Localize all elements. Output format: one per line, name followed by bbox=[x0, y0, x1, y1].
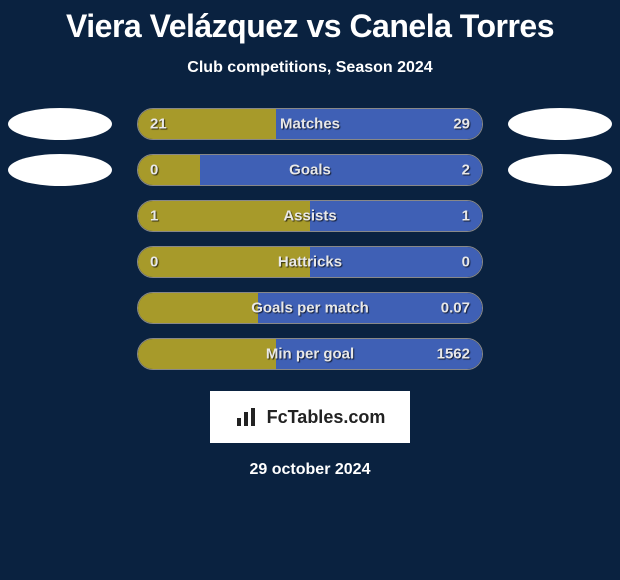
bar-right bbox=[310, 201, 482, 231]
bar-track: 00Hattricks bbox=[137, 246, 483, 278]
subtitle: Club competitions, Season 2024 bbox=[0, 59, 620, 77]
bar-track: 0.07Goals per match bbox=[137, 292, 483, 324]
stat-row: 02Goals bbox=[0, 147, 620, 193]
bar-right bbox=[200, 155, 482, 185]
bar-left bbox=[138, 339, 276, 369]
stat-row: 1562Min per goal bbox=[0, 331, 620, 377]
logo-text: FcTables.com bbox=[267, 407, 386, 428]
bar-right bbox=[258, 293, 482, 323]
stat-row: 2129Matches bbox=[0, 101, 620, 147]
bar-left bbox=[138, 247, 310, 277]
bar-track: 1562Min per goal bbox=[137, 338, 483, 370]
bar-right bbox=[276, 339, 482, 369]
bar-right bbox=[310, 247, 482, 277]
date-text: 29 october 2024 bbox=[0, 461, 620, 479]
stat-row: 0.07Goals per match bbox=[0, 285, 620, 331]
bar-left bbox=[138, 201, 310, 231]
player-avatar-left bbox=[8, 108, 112, 140]
player-avatar-left bbox=[8, 154, 112, 186]
bar-track: 11Assists bbox=[137, 200, 483, 232]
page-title: Viera Velázquez vs Canela Torres bbox=[0, 0, 620, 45]
bars-icon bbox=[235, 406, 261, 428]
bar-right bbox=[276, 109, 482, 139]
bar-left bbox=[138, 109, 276, 139]
bar-track: 02Goals bbox=[137, 154, 483, 186]
stats-container: 2129Matches 02Goals 11Assists 00Hattricks 0.… bbox=[0, 101, 620, 377]
stat-row: 00Hattricks bbox=[0, 239, 620, 285]
bar-left bbox=[138, 293, 258, 323]
bar-left bbox=[138, 155, 200, 185]
player-avatar-right bbox=[508, 108, 612, 140]
player-avatar-right bbox=[508, 154, 612, 186]
bar-track: 2129Matches bbox=[137, 108, 483, 140]
fctables-logo: FcTables.com bbox=[210, 391, 410, 443]
stat-row: 11Assists bbox=[0, 193, 620, 239]
